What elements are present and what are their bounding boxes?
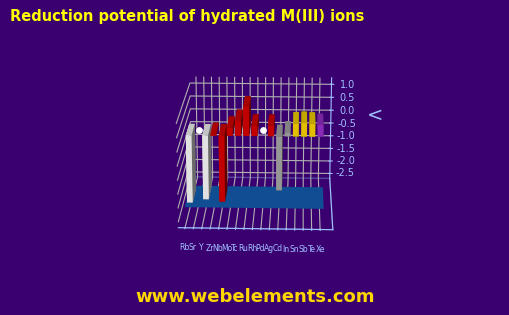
Text: www.webelements.com: www.webelements.com (135, 288, 374, 306)
Text: Reduction potential of hydrated M(III) ions: Reduction potential of hydrated M(III) i… (10, 9, 364, 25)
